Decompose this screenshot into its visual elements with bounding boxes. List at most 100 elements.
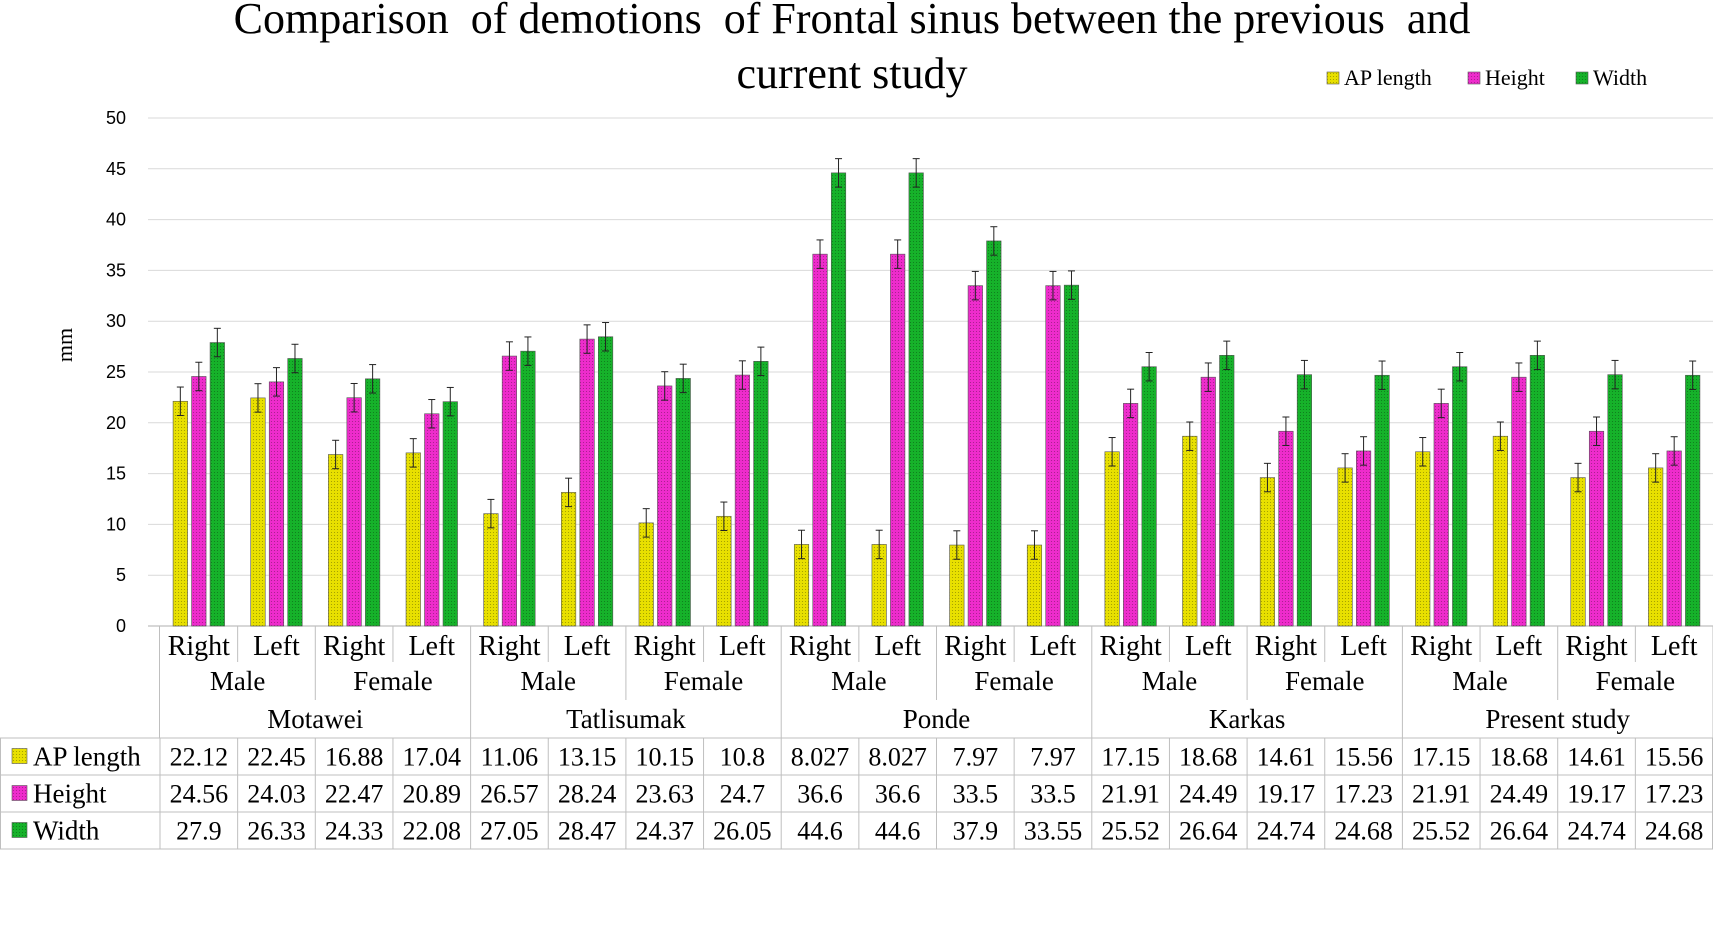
- legend-label-ap: AP length: [1344, 65, 1432, 90]
- bar-ap: [638, 522, 654, 627]
- bar-width: [1141, 366, 1157, 627]
- table-cell: 24.33: [325, 817, 384, 846]
- x-side-label: Left: [253, 631, 300, 662]
- table-cell: 19.17: [1257, 780, 1316, 809]
- legend-key-height: [1467, 71, 1481, 85]
- table-cell: 10.15: [635, 743, 694, 772]
- x-sex-label: Female: [1596, 666, 1675, 696]
- bar-ap: [1104, 451, 1120, 627]
- table-cell: 10.8: [720, 743, 766, 772]
- table-cell: 7.97: [1030, 743, 1076, 772]
- table-cell: 24.49: [1490, 780, 1549, 809]
- x-sex-label: Female: [974, 666, 1053, 696]
- y-tick-label: 50: [106, 108, 126, 128]
- x-side-label: Right: [1255, 631, 1317, 662]
- table-legend-key-ap: [11, 748, 28, 764]
- x-sex-label: Female: [664, 666, 743, 696]
- bar-height: [967, 285, 983, 627]
- table-cell: 18.68: [1179, 743, 1238, 772]
- x-sex-label: Male: [1142, 666, 1197, 696]
- table-cell: 25.52: [1101, 817, 1160, 846]
- x-side-label: Right: [323, 631, 385, 662]
- table-cell: 17.15: [1412, 743, 1471, 772]
- table-cell: 27.05: [480, 817, 539, 846]
- gridlines: [148, 117, 1713, 627]
- table-cell: 24.68: [1334, 817, 1393, 846]
- table-cell: 11.06: [481, 743, 539, 772]
- y-tick-label: 0: [116, 616, 126, 636]
- table-cell: 22.45: [247, 743, 306, 772]
- y-axis-label: mm: [52, 328, 77, 362]
- bar-width: [1529, 355, 1545, 627]
- x-side-label: Right: [1410, 631, 1472, 662]
- x-sex-label: Female: [353, 666, 432, 696]
- bar-height: [812, 253, 828, 627]
- table-cell: 13.15: [558, 743, 617, 772]
- y-tick-label: 35: [106, 260, 126, 280]
- table-cell: 26.05: [713, 817, 772, 846]
- x-side-label: Left: [1030, 631, 1077, 662]
- table-cell: 36.6: [875, 780, 921, 809]
- table-cell: 28.47: [558, 817, 617, 846]
- bar-width: [598, 336, 614, 627]
- x-study-label: Karkas: [1209, 704, 1285, 734]
- table-cell: 21.91: [1412, 780, 1471, 809]
- bar-height: [1511, 376, 1527, 627]
- bars: [172, 172, 1701, 627]
- table-cell: 24.74: [1567, 817, 1626, 846]
- legend-label-width: Width: [1593, 65, 1647, 90]
- x-side-label: Left: [1340, 631, 1387, 662]
- y-tick-label: 30: [106, 311, 126, 331]
- table-cell: 24.03: [247, 780, 306, 809]
- table-cell: 8.027: [868, 743, 927, 772]
- bar-width: [675, 378, 691, 627]
- bar-ap: [1492, 435, 1508, 627]
- bar-width: [1063, 284, 1080, 627]
- bar-width: [753, 361, 769, 627]
- bar-ap: [1259, 477, 1275, 627]
- y-tick-label: 20: [106, 413, 126, 433]
- x-sex-label: Male: [210, 666, 265, 696]
- table-row-label: Height: [33, 779, 107, 809]
- x-side-label: Right: [789, 631, 851, 662]
- table-cell: 22.47: [325, 780, 384, 809]
- bar-width: [986, 240, 1002, 627]
- chart-title-line-1: Comparison of demotions of Frontal sinus…: [234, 0, 1471, 43]
- bar-width: [830, 172, 847, 627]
- bar-height: [890, 253, 906, 627]
- table-cell: 15.56: [1334, 743, 1393, 772]
- table-cell: 36.6: [797, 780, 843, 809]
- data-table: AP length 22.12 22.45 16.88 17.04 11.06 13.15 1…: [0, 737, 1713, 850]
- table-cell: 17.15: [1101, 743, 1160, 772]
- bar-height: [1045, 285, 1061, 627]
- bar-height: [1356, 450, 1372, 627]
- x-sex-label: Male: [1452, 666, 1507, 696]
- bar-width: [1219, 355, 1235, 627]
- bar-height: [1666, 450, 1682, 627]
- bar-ap: [1337, 467, 1353, 627]
- table-cell: 27.9: [176, 817, 222, 846]
- table-cell: 23.63: [635, 780, 694, 809]
- bar-height: [1588, 430, 1605, 627]
- bar-width: [209, 342, 225, 627]
- x-side-label: Left: [1651, 631, 1698, 662]
- bar-width: [1607, 374, 1623, 627]
- table-cell: 15.56: [1645, 743, 1704, 772]
- table-cell: 14.61: [1567, 743, 1626, 772]
- table-cell: 19.17: [1567, 780, 1626, 809]
- legend-key-ap: [1326, 71, 1340, 85]
- table-cell: 21.91: [1101, 780, 1160, 809]
- bar-width: [365, 378, 381, 627]
- bar-height: [346, 397, 362, 627]
- y-axis-ticks: 0 5 10 15 20 25 30 35 40 45 50: [106, 108, 126, 636]
- bar-ap: [1182, 435, 1198, 627]
- table-cell: 22.08: [403, 817, 462, 846]
- table-cell: 17.04: [403, 743, 462, 772]
- table-cell: 26.64: [1179, 817, 1238, 846]
- table-cell: 22.12: [170, 743, 229, 772]
- y-tick-label: 5: [116, 565, 126, 585]
- bar-ap: [250, 397, 266, 627]
- bar-height: [1278, 430, 1294, 627]
- chart-title-line-2: current study: [737, 49, 968, 98]
